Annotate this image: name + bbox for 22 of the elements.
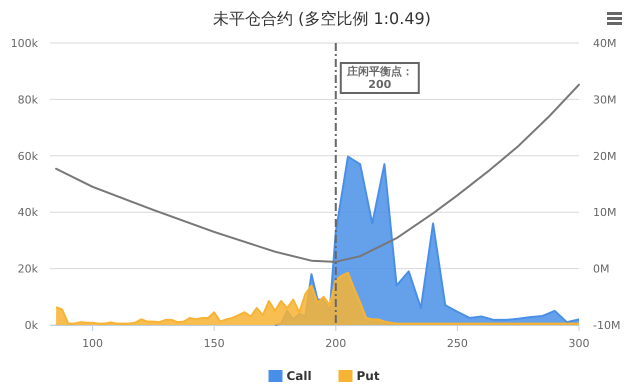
y-tick-label: 80k <box>18 93 39 106</box>
y2-tick-label: 30M <box>593 93 616 106</box>
x-tick-label: 150 <box>204 337 225 350</box>
x-tick-label: 100 <box>82 337 104 350</box>
y2-tick-label: 40M <box>593 37 616 50</box>
legend-label: Call <box>286 369 312 383</box>
x-tick-label: 250 <box>446 337 468 350</box>
y-tick-label: 40k <box>18 206 39 220</box>
y2-tick-label: -10M <box>593 319 620 332</box>
y-tick-label: 100k <box>10 37 39 50</box>
ref-line-label: 庄闲平衡点： 200 <box>346 65 413 91</box>
y2-tick-label: 10M <box>593 206 616 220</box>
y-tick-label: 60k <box>18 150 39 163</box>
title: 未平仓合约 (多空比例 1:0.49) <box>213 9 431 28</box>
x-tick-label: 200 <box>325 337 346 350</box>
x-tick-label: 300 <box>568 337 590 350</box>
y-tick-label: 20k <box>18 262 39 276</box>
y2-tick-label: 0M <box>593 262 610 276</box>
legend-label: Put <box>356 369 380 383</box>
y-tick-label: 0k <box>24 319 39 332</box>
ref-label: 庄闲平衡点： 200 <box>340 62 420 94</box>
y2-tick-label: 20M <box>593 150 616 163</box>
